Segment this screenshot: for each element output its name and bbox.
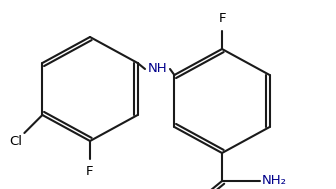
Text: NH₂: NH₂ <box>262 174 287 187</box>
Text: Cl: Cl <box>9 135 23 148</box>
Text: F: F <box>218 12 226 25</box>
Text: F: F <box>86 165 94 178</box>
Text: NH: NH <box>148 63 168 75</box>
